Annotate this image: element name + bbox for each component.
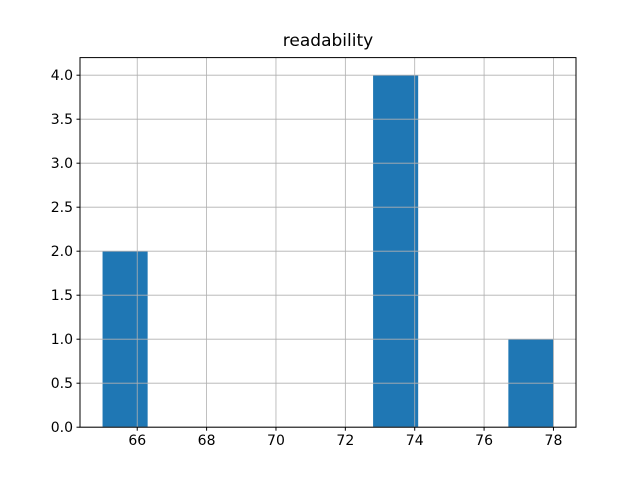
x-tick-label: 78 [545, 433, 563, 449]
y-tick-label: 3.0 [51, 156, 73, 172]
x-tick-label: 74 [406, 433, 424, 449]
y-tick-label: 1.0 [51, 332, 73, 348]
tick-labels: 66 68 70 72 74 76 78 0.0 0.5 1.0 1.5 2.0 2.5 3.0 3.5 4.… [51, 68, 563, 449]
y-tick-label: 0.0 [51, 420, 73, 436]
grid-lines [80, 57, 576, 428]
y-tick-label: 3.5 [51, 112, 73, 128]
x-tick-label: 72 [336, 433, 354, 449]
y-tick-label: 1.5 [51, 288, 73, 304]
x-tick-label: 70 [267, 433, 285, 449]
x-tick-label: 68 [198, 433, 216, 449]
y-tick-label: 2.0 [51, 244, 73, 260]
chart-title: readability [282, 31, 374, 51]
x-tick-label: 76 [475, 433, 493, 449]
y-tick-label: 0.5 [51, 376, 73, 392]
axes-spines [79, 57, 577, 428]
y-tick-label: 2.5 [51, 200, 73, 216]
x-tick-label: 66 [128, 433, 146, 449]
y-tick-label: 4.0 [51, 68, 73, 84]
tick-marks [76, 74, 554, 431]
